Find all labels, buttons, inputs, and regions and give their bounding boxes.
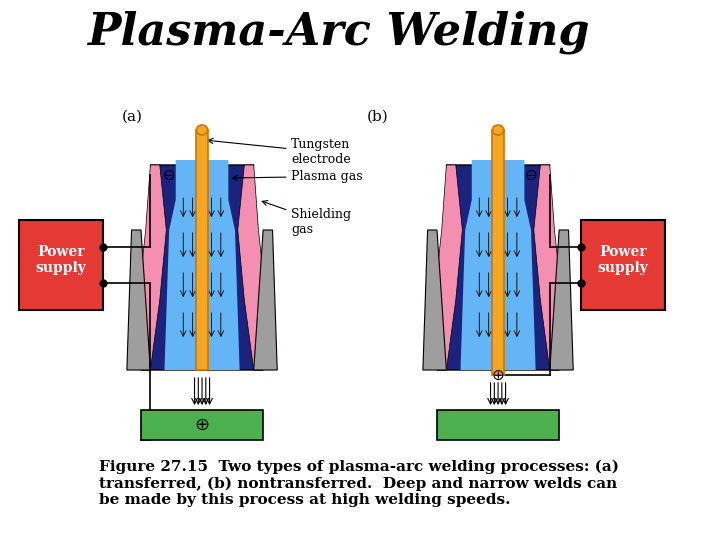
Text: (a): (a) xyxy=(122,110,143,124)
FancyBboxPatch shape xyxy=(581,220,665,310)
Polygon shape xyxy=(164,160,240,370)
Polygon shape xyxy=(534,165,562,370)
Text: Shielding
gas: Shielding gas xyxy=(262,201,351,236)
Text: ⊖: ⊖ xyxy=(525,167,537,183)
Polygon shape xyxy=(437,165,559,370)
Polygon shape xyxy=(550,230,573,370)
Text: Plasma gas: Plasma gas xyxy=(233,170,363,183)
Ellipse shape xyxy=(492,125,504,135)
Text: ⊖: ⊖ xyxy=(163,167,176,183)
Polygon shape xyxy=(434,165,462,370)
Polygon shape xyxy=(238,165,266,370)
Text: ⊕: ⊕ xyxy=(194,416,210,434)
Polygon shape xyxy=(138,165,166,370)
FancyBboxPatch shape xyxy=(437,410,559,440)
Ellipse shape xyxy=(197,125,207,135)
Text: Power
supply: Power supply xyxy=(36,245,86,275)
Text: ⊕: ⊕ xyxy=(492,368,505,382)
FancyBboxPatch shape xyxy=(141,410,263,440)
FancyBboxPatch shape xyxy=(19,220,104,310)
Text: Figure 27.15  Two types of plasma-arc welding processes: (a)
transferred, (b) no: Figure 27.15 Two types of plasma-arc wel… xyxy=(99,460,618,507)
Text: (b): (b) xyxy=(366,110,388,124)
Polygon shape xyxy=(423,230,446,370)
Polygon shape xyxy=(127,230,150,370)
Bar xyxy=(492,130,504,375)
Polygon shape xyxy=(141,165,263,370)
Bar xyxy=(197,130,207,370)
Text: Power
supply: Power supply xyxy=(598,245,649,275)
Text: Tungsten
electrode: Tungsten electrode xyxy=(208,138,351,166)
Polygon shape xyxy=(461,160,536,370)
Polygon shape xyxy=(253,230,277,370)
Text: Plasma-Arc Welding: Plasma-Arc Welding xyxy=(87,10,590,53)
